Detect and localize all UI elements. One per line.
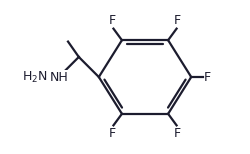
Text: NH: NH: [50, 71, 68, 83]
Text: F: F: [204, 71, 211, 83]
Text: F: F: [109, 14, 116, 27]
Text: F: F: [109, 127, 116, 140]
Text: H$_2$N: H$_2$N: [22, 69, 48, 85]
Text: F: F: [174, 127, 181, 140]
Text: F: F: [174, 14, 181, 27]
